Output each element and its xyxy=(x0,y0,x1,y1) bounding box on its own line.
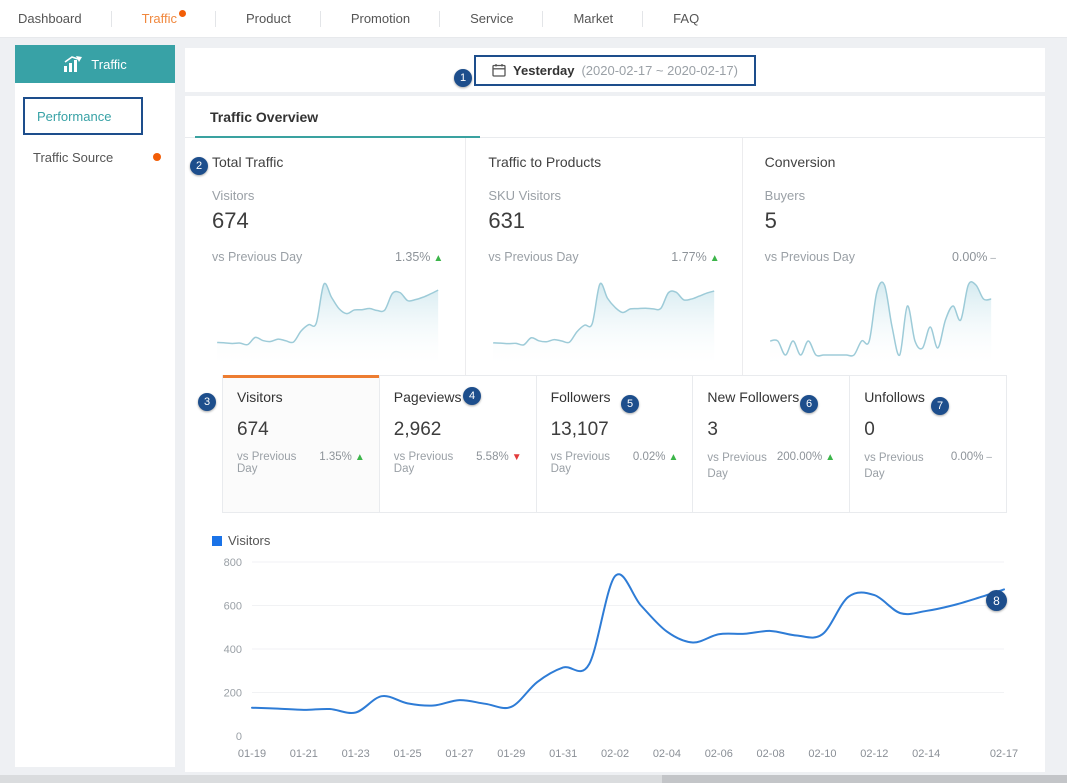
svg-text:02-06: 02-06 xyxy=(705,748,733,760)
metric-tab-unfollows[interactable]: Unfollows 0 vs Previous Day 0.00%– xyxy=(849,375,1006,512)
annotation-badge-3: 3 xyxy=(198,393,216,411)
legend-swatch-icon xyxy=(212,536,222,546)
svg-text:01-23: 01-23 xyxy=(342,748,370,760)
metric-tab-followers[interactable]: Followers 13,107 vs Previous Day 0.02%▲ xyxy=(536,375,693,512)
nav-item-dashboard[interactable]: Dashboard xyxy=(0,0,112,37)
conversion-sparkline xyxy=(765,272,996,367)
metric-value: 631 xyxy=(488,208,719,234)
traffic-to-products-sparkline xyxy=(488,272,719,367)
metric-label: Buyers xyxy=(765,188,996,203)
compare-label: vs Previous Day xyxy=(765,250,855,264)
metric-value: 674 xyxy=(212,208,443,234)
trend-arrow-icon: ▼ xyxy=(512,452,522,463)
scrollbar-thumb[interactable] xyxy=(662,775,1067,783)
svg-text:800: 800 xyxy=(224,557,242,569)
metric-tab-visitors[interactable]: Visitors 674 vs Previous Day 1.35%▲ xyxy=(223,375,379,512)
sidebar-item-performance[interactable]: Performance xyxy=(23,97,143,135)
svg-text:400: 400 xyxy=(224,644,242,656)
annotation-badge-2: 2 xyxy=(190,157,208,175)
traffic-chart-icon xyxy=(63,56,83,72)
nav-item-service[interactable]: Service xyxy=(440,0,543,37)
svg-text:01-29: 01-29 xyxy=(497,748,525,760)
svg-text:02-17: 02-17 xyxy=(990,748,1018,760)
annotation-badge-8: 8 xyxy=(986,590,1007,611)
visitors-trend-chart: 0 200 400 600 800 01-19 01-21 01-23 01-25 01-27 01… xyxy=(210,552,1020,764)
change-value: 0.00% xyxy=(952,250,987,264)
sidebar-item-traffic-source[interactable]: Traffic Source xyxy=(15,139,175,175)
metric-label: Visitors xyxy=(212,188,443,203)
card-total-traffic[interactable]: Total Traffic Visitors 674 vs Previous D… xyxy=(212,138,465,375)
sidebar-header-label: Traffic xyxy=(91,57,126,72)
svg-text:02-08: 02-08 xyxy=(757,748,785,760)
metric-tab-pageviews[interactable]: Pageviews 2,962 vs Previous Day 5.58%▼ xyxy=(379,375,536,512)
svg-text:01-31: 01-31 xyxy=(549,748,577,760)
sidebar-header-traffic[interactable]: Traffic xyxy=(15,45,175,83)
trend-arrow-icon: ▲ xyxy=(668,452,678,463)
top-navigation: Dashboard Traffic Product Promotion Serv… xyxy=(0,0,1067,38)
trend-arrow-icon: ▲ xyxy=(433,253,443,264)
change-value: 1.35% xyxy=(395,250,430,264)
svg-text:0: 0 xyxy=(236,731,242,743)
trend-arrow-icon: ▲ xyxy=(710,253,720,264)
nav-item-faq[interactable]: FAQ xyxy=(643,0,729,37)
trend-arrow-icon: ▲ xyxy=(825,452,835,463)
svg-text:600: 600 xyxy=(224,601,242,613)
svg-text:01-25: 01-25 xyxy=(394,748,422,760)
svg-text:01-21: 01-21 xyxy=(290,748,318,760)
tab-traffic-overview[interactable]: Traffic Overview xyxy=(210,109,318,125)
compare-label: vs Previous Day xyxy=(488,250,578,264)
date-bar: Yesterday (2020-02-17 ~ 2020-02-17) xyxy=(185,48,1045,92)
svg-text:02-12: 02-12 xyxy=(860,748,888,760)
svg-text:01-27: 01-27 xyxy=(445,748,473,760)
card-title: Conversion xyxy=(765,154,996,170)
visitors-trend-section: Visitors 0 200 400 600 800 01-19 01-21 01-23 01-… xyxy=(185,513,1045,764)
metric-label: SKU Visitors xyxy=(488,188,719,203)
date-range-label: (2020-02-17 ~ 2020-02-17) xyxy=(581,63,737,78)
svg-text:02-14: 02-14 xyxy=(912,748,940,760)
overview-tab-bar: Traffic Overview xyxy=(185,96,1045,138)
metric-tabs: Visitors 674 vs Previous Day 1.35%▲ Page… xyxy=(222,375,1007,513)
main-panel: Traffic Overview Total Traffic Visitors … xyxy=(185,96,1045,772)
svg-text:02-10: 02-10 xyxy=(808,748,836,760)
annotation-badge-5: 5 xyxy=(621,395,639,413)
nav-item-traffic[interactable]: Traffic xyxy=(112,0,216,37)
card-title: Total Traffic xyxy=(212,154,443,170)
compare-label: vs Previous Day xyxy=(212,250,302,264)
overview-cards: Total Traffic Visitors 674 vs Previous D… xyxy=(185,138,1045,375)
metric-value: 5 xyxy=(765,208,996,234)
date-range-picker[interactable]: Yesterday (2020-02-17 ~ 2020-02-17) xyxy=(474,55,756,86)
trend-arrow-icon: ▲ xyxy=(355,452,365,463)
svg-text:02-04: 02-04 xyxy=(653,748,681,760)
sidebar: Traffic Performance Traffic Source xyxy=(15,45,175,767)
chart-legend: Visitors xyxy=(212,533,1020,548)
calendar-icon xyxy=(492,63,506,77)
annotation-badge-6: 6 xyxy=(800,395,818,413)
change-value: 1.77% xyxy=(671,250,706,264)
nav-item-promotion[interactable]: Promotion xyxy=(321,0,440,37)
date-preset-label: Yesterday xyxy=(513,63,574,78)
trend-arrow-icon: – xyxy=(990,253,996,264)
active-tab-underline xyxy=(195,136,480,138)
card-conversion[interactable]: Conversion Buyers 5 vs Previous Day 0.00… xyxy=(742,138,1018,375)
notification-dot-icon xyxy=(153,153,161,161)
trend-arrow-icon: – xyxy=(986,452,992,463)
annotation-badge-1: 1 xyxy=(454,69,472,87)
annotation-badge-4: 4 xyxy=(463,387,481,405)
total-traffic-sparkline xyxy=(212,272,443,367)
notification-dot-icon xyxy=(179,10,186,17)
svg-text:01-19: 01-19 xyxy=(238,748,266,760)
card-traffic-to-products[interactable]: Traffic to Products SKU Visitors 631 vs … xyxy=(465,138,741,375)
svg-text:200: 200 xyxy=(224,688,242,700)
nav-item-market[interactable]: Market xyxy=(543,0,643,37)
svg-text:02-02: 02-02 xyxy=(601,748,629,760)
metric-tab-new-followers[interactable]: New Followers 3 vs Previous Day 200.00%▲ xyxy=(692,375,849,512)
horizontal-scrollbar[interactable] xyxy=(0,775,1067,783)
card-title: Traffic to Products xyxy=(488,154,719,170)
nav-item-product[interactable]: Product xyxy=(216,0,321,37)
annotation-badge-7: 7 xyxy=(931,397,949,415)
legend-label: Visitors xyxy=(228,533,270,548)
